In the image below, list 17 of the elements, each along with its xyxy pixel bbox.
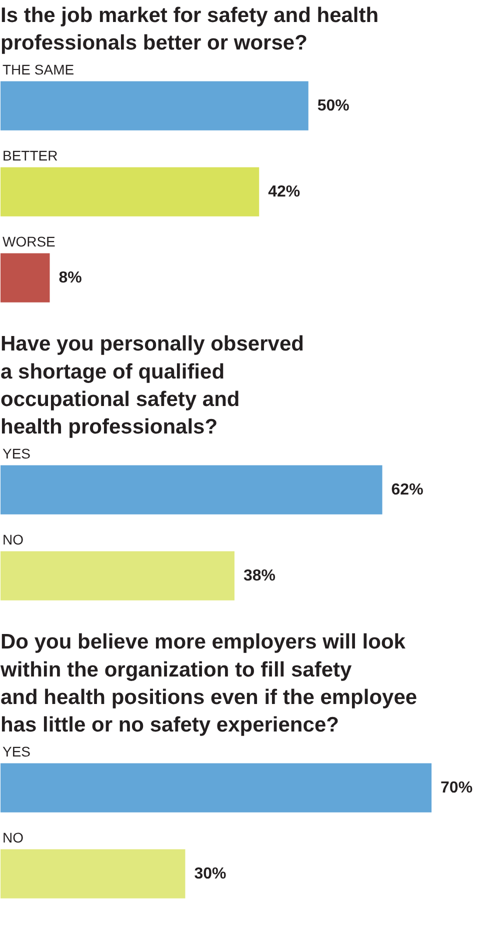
y-tick-label: YES — [2, 743, 31, 760]
data-label: 8% — [58, 269, 82, 286]
data-label: 50% — [317, 97, 350, 114]
y-tick-label: YES — [2, 445, 31, 462]
chart-title: Have you personally observed a shortage of qualified occupational safety and health professionals? — [0, 332, 304, 438]
data-label: 38% — [243, 567, 276, 584]
data-label: 70% — [440, 779, 473, 796]
y-tick-label: WORSE — [2, 233, 56, 250]
data-label: 62% — [391, 481, 424, 498]
data-label: 42% — [268, 183, 300, 200]
chart-title: Is the job market for safety and health professionals better or worse? — [0, 4, 379, 54]
y-tick-label: THE SAME — [2, 61, 74, 78]
y-tick-label: NO — [2, 829, 24, 846]
y-tick-label: BETTER — [2, 147, 58, 164]
chart-title: Do you believe more employers will look within the organization to fill safety and health positions even if the employee has little or no safety experience? — [0, 630, 418, 736]
y-tick-label: NO — [2, 531, 24, 548]
data-label: 30% — [194, 865, 226, 882]
